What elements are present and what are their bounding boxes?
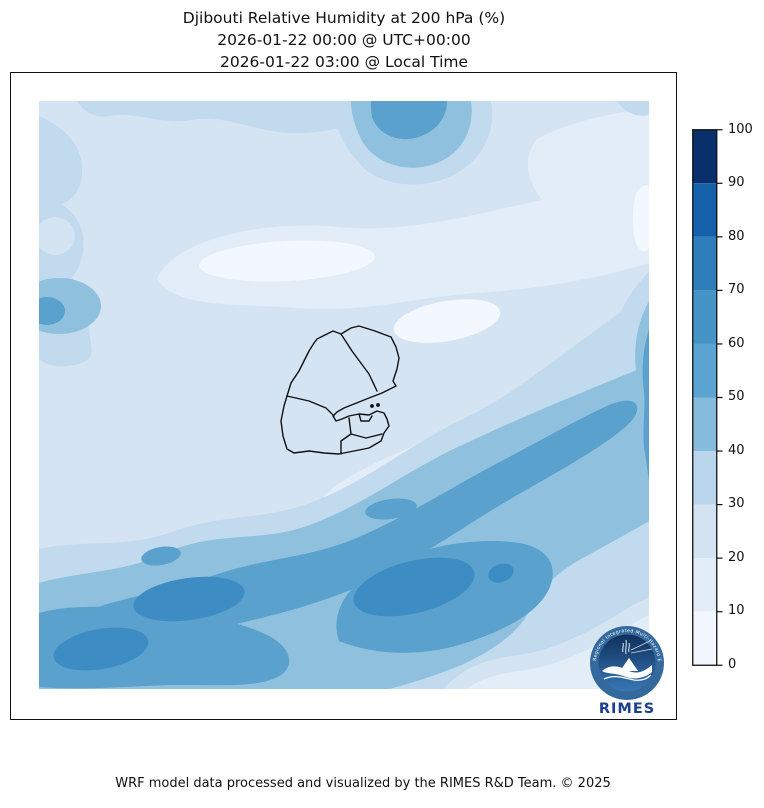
colorbar-segments <box>692 129 717 666</box>
region-boundary-obock-tadjourah <box>340 333 378 392</box>
djibouti-country-outline <box>280 325 400 455</box>
region-boundary-arta-alisabieh <box>348 417 383 439</box>
mountain-icon <box>620 658 638 671</box>
colorbar-tick-label: 20 <box>728 550 745 565</box>
colorbar-tick-label: 70 <box>728 282 745 297</box>
map-axes-frame: Regional Integrated Multi-Hazard Early W… <box>10 72 677 720</box>
colorbar-tick-label: 30 <box>728 496 745 511</box>
seismic-wave-icon <box>622 639 630 655</box>
region-boundary-djibouti-city <box>358 413 373 422</box>
rimes-logo: Regional Integrated Multi-Hazard Early W… <box>586 624 664 716</box>
contour-band-0-10 <box>199 185 649 343</box>
footer-credit: WRF model data processed and visualized … <box>115 776 611 791</box>
colorbar-tick-label: 50 <box>728 389 745 404</box>
colorbar-tick-label: 40 <box>728 443 745 458</box>
title-line-1: Djibouti Relative Humidity at 200 hPa (%… <box>182 9 506 27</box>
logo-artwork <box>602 639 653 681</box>
title-line-2: 2026-01-22 00:00 @ UTC+00:00 <box>217 31 471 49</box>
djibouti-admin-boundaries <box>280 325 400 455</box>
colorbar-tick-label: 60 <box>728 336 745 351</box>
colorbar-tick-label: 0 <box>728 657 737 672</box>
maskali-island <box>376 403 380 407</box>
figure-title: Djibouti Relative Humidity at 200 hPa (%… <box>10 7 678 73</box>
region-boundary-tadjourah-dikhil <box>286 395 335 417</box>
logo-wordmark: RIMES <box>599 701 655 716</box>
colorbar <box>692 129 723 666</box>
contour-band-60-70 <box>53 557 514 671</box>
colorbar-tick-marks <box>716 129 723 666</box>
region-boundary-dikhil-alisabieh <box>340 433 352 455</box>
title-line-3: 2026-01-22 03:00 @ Local Time <box>219 53 469 71</box>
colorbar-tick-label: 90 <box>728 175 745 190</box>
humidity-contour-field <box>39 101 649 689</box>
colorbar-tick-label: 10 <box>728 603 745 618</box>
colorbar-tick-label: 80 <box>728 229 745 244</box>
radar-beam-icon <box>630 640 653 654</box>
colorbar-tick-label: 100 <box>728 122 753 137</box>
moucha-island <box>370 404 374 408</box>
